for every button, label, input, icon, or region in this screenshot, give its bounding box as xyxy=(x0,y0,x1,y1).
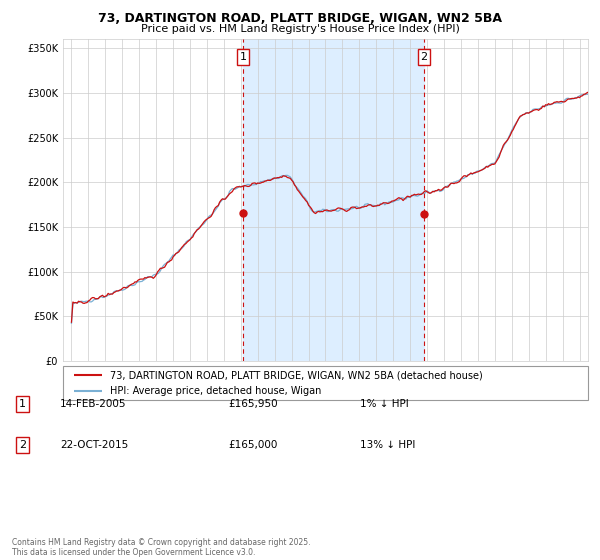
Text: 1: 1 xyxy=(239,52,247,62)
Text: 2: 2 xyxy=(421,52,427,62)
Text: 2: 2 xyxy=(19,440,26,450)
Text: £165,950: £165,950 xyxy=(228,399,278,409)
Text: HPI: Average price, detached house, Wigan: HPI: Average price, detached house, Wiga… xyxy=(110,386,322,396)
Text: Contains HM Land Registry data © Crown copyright and database right 2025.
This d: Contains HM Land Registry data © Crown c… xyxy=(12,538,311,557)
Text: 13% ↓ HPI: 13% ↓ HPI xyxy=(360,440,415,450)
Text: 1: 1 xyxy=(19,399,26,409)
Text: 73, DARTINGTON ROAD, PLATT BRIDGE, WIGAN, WN2 5BA (detached house): 73, DARTINGTON ROAD, PLATT BRIDGE, WIGAN… xyxy=(110,370,483,380)
Text: 73, DARTINGTON ROAD, PLATT BRIDGE, WIGAN, WN2 5BA: 73, DARTINGTON ROAD, PLATT BRIDGE, WIGAN… xyxy=(98,12,502,25)
FancyBboxPatch shape xyxy=(63,366,588,400)
Text: 14-FEB-2005: 14-FEB-2005 xyxy=(60,399,127,409)
Text: 22-OCT-2015: 22-OCT-2015 xyxy=(60,440,128,450)
Text: £165,000: £165,000 xyxy=(228,440,277,450)
Text: Price paid vs. HM Land Registry's House Price Index (HPI): Price paid vs. HM Land Registry's House … xyxy=(140,24,460,34)
Text: 1% ↓ HPI: 1% ↓ HPI xyxy=(360,399,409,409)
Bar xyxy=(243,39,424,361)
